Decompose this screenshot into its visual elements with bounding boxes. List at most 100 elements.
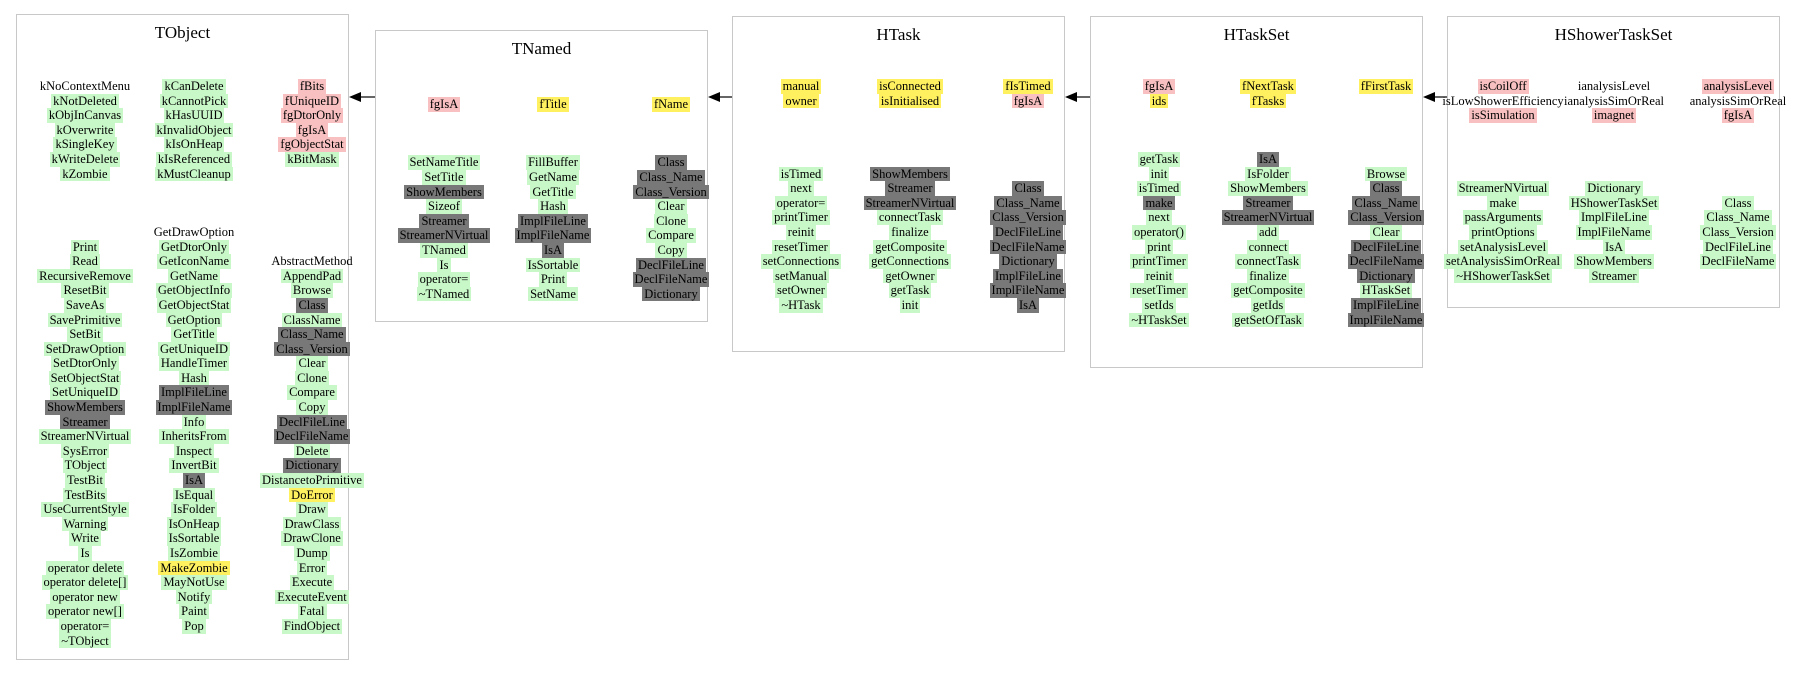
member-function[interactable]: make <box>1143 195 1175 211</box>
member-function[interactable]: ClassName <box>281 312 343 328</box>
data-member[interactable]: fgIsA <box>1011 93 1045 109</box>
member-function[interactable]: SetBit <box>67 327 103 342</box>
member-function[interactable]: kIsOnHeap <box>163 137 225 152</box>
member-function[interactable]: DeclFileName <box>1347 254 1425 269</box>
member-function[interactable]: Sizeof <box>426 199 462 214</box>
member-function[interactable]: connectTask <box>876 210 944 225</box>
member-function[interactable]: kCanDelete <box>162 79 226 94</box>
member-function[interactable]: kHasUUID <box>163 108 225 123</box>
member-function[interactable]: setAnalysisLevel <box>1457 239 1549 255</box>
member-function[interactable]: operator new <box>50 589 120 605</box>
member-function[interactable]: kNoContextMenu <box>39 79 131 93</box>
member-function[interactable]: Hash <box>179 370 209 386</box>
member-function[interactable]: IsSortable <box>166 531 222 546</box>
member-function[interactable]: next <box>788 181 814 196</box>
data-member[interactable]: ids <box>1149 93 1169 109</box>
member-function[interactable]: Class_Version <box>274 341 350 357</box>
member-function[interactable]: RecursiveRemove <box>37 268 133 284</box>
member-function[interactable]: ianalysisLevel <box>1577 79 1651 93</box>
member-function[interactable]: StreamerNVirtual <box>863 195 957 211</box>
member-function[interactable]: next <box>1146 210 1172 225</box>
member-function[interactable]: isTimed <box>1136 181 1182 196</box>
member-function[interactable]: printTimer <box>772 210 830 225</box>
member-function[interactable]: reinit <box>1143 268 1175 284</box>
member-function[interactable]: kIsReferenced <box>155 151 233 167</box>
member-function[interactable]: getIds <box>1250 297 1286 313</box>
data-member[interactable]: manual <box>780 79 822 94</box>
data-member[interactable]: MakeZombie <box>158 560 230 576</box>
member-function[interactable]: Class_Name <box>637 169 705 185</box>
member-function[interactable]: Class <box>655 155 687 170</box>
data-member[interactable]: fgDtorOnly <box>280 108 344 123</box>
member-function[interactable]: ResetBit <box>61 283 109 298</box>
member-function[interactable]: Class_Version <box>1700 224 1776 240</box>
member-function[interactable]: Is <box>78 546 92 561</box>
member-function[interactable]: IsOnHeap <box>166 516 222 532</box>
data-member[interactable]: fIsTimed <box>1003 79 1053 94</box>
member-function[interactable]: ShowMembers <box>1574 254 1654 269</box>
member-function[interactable]: kObjInCanvas <box>46 108 124 123</box>
member-function[interactable]: isTimed <box>778 166 824 182</box>
member-function[interactable]: operator delete <box>45 560 125 576</box>
data-member[interactable]: fgIsA <box>1721 108 1755 123</box>
data-member[interactable]: fNextTask <box>1240 79 1296 94</box>
member-function[interactable]: ImplFileLine <box>1351 297 1421 313</box>
data-member[interactable]: fgIsA <box>1142 79 1176 94</box>
member-function[interactable]: HShowerTaskSet <box>1568 195 1660 211</box>
data-member[interactable]: DoError <box>289 487 335 503</box>
member-function[interactable]: HandleTimer <box>158 356 230 371</box>
member-function[interactable]: GetTitle <box>171 327 217 342</box>
member-function[interactable]: add <box>1256 224 1280 240</box>
member-function[interactable]: reinit <box>785 224 817 240</box>
member-function[interactable]: getConnections <box>869 254 951 269</box>
member-function[interactable]: Streamer <box>60 414 110 430</box>
member-function[interactable]: Class_Name <box>278 327 346 342</box>
member-function[interactable]: IsA <box>541 242 565 258</box>
data-member[interactable]: fgIsA <box>427 97 461 112</box>
member-function[interactable]: setIds <box>1142 297 1176 313</box>
member-function[interactable]: ImplFileLine <box>1579 210 1649 225</box>
member-function[interactable]: SavePrimitive <box>47 312 123 328</box>
member-function[interactable]: Write <box>69 531 101 546</box>
member-function[interactable]: Pop <box>182 618 206 634</box>
member-function[interactable]: IsFolder <box>1245 166 1291 182</box>
member-function[interactable]: TNamed <box>420 242 468 258</box>
data-member[interactable]: isSimulation <box>1469 108 1537 123</box>
member-function[interactable]: getComposite <box>1231 283 1305 298</box>
member-function[interactable]: printOptions <box>1469 224 1537 240</box>
member-function[interactable]: TestBits <box>62 487 108 503</box>
member-function[interactable]: Fatal <box>297 604 327 619</box>
member-function[interactable]: ~HTask <box>779 297 823 313</box>
member-function[interactable]: Is <box>437 257 451 273</box>
member-function[interactable]: Dictionary <box>283 458 341 474</box>
member-function[interactable]: ShowMembers <box>45 400 125 415</box>
member-function[interactable]: operator= <box>58 618 112 634</box>
member-function[interactable]: Class <box>1722 195 1754 211</box>
member-function[interactable]: FillBuffer <box>526 155 580 170</box>
member-function[interactable]: Class_Version <box>633 184 709 200</box>
member-function[interactable]: DeclFileName <box>273 429 351 444</box>
member-function[interactable]: SetName <box>528 286 578 302</box>
member-function[interactable]: SetDtorOnly <box>51 356 119 371</box>
member-function[interactable]: setConnections <box>760 254 842 269</box>
member-function[interactable]: printTimer <box>1130 254 1188 269</box>
member-function[interactable]: FindObject <box>281 618 343 634</box>
member-function[interactable]: Draw <box>296 502 328 517</box>
member-function[interactable]: DrawClass <box>282 516 342 532</box>
member-function[interactable]: Inspect <box>173 443 215 459</box>
member-function[interactable]: IsZombie <box>168 546 220 561</box>
member-function[interactable]: Execute <box>289 575 335 590</box>
member-function[interactable]: kBitMask <box>285 151 339 167</box>
member-function[interactable]: DeclFileName <box>1699 254 1777 269</box>
member-function[interactable]: ImplFileName <box>1575 224 1653 240</box>
member-function[interactable]: kWriteDelete <box>49 151 121 167</box>
member-function[interactable]: kInvalidObject <box>154 122 234 138</box>
member-function[interactable]: Dump <box>294 546 330 561</box>
data-member[interactable]: fName <box>651 97 690 112</box>
member-function[interactable]: Copy <box>655 242 687 258</box>
member-function[interactable]: SetNameTitle <box>407 155 481 170</box>
member-function[interactable]: getTask <box>888 283 932 298</box>
member-function[interactable]: Class_Name <box>1352 195 1420 211</box>
member-function[interactable]: Dictionary <box>642 286 700 302</box>
data-member[interactable]: fFirstTask <box>1358 79 1414 94</box>
